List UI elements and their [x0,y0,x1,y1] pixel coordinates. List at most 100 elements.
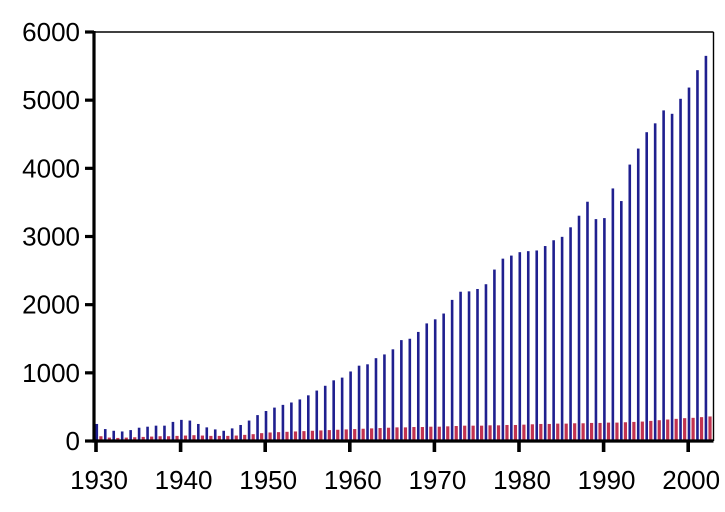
bar-crimson-series-1994 [640,421,644,441]
bar-navy-series-1971 [442,313,445,441]
bar-crimson-series-1936 [150,436,154,441]
bar-crimson-series-1997 [666,419,670,441]
bar-crimson-series-2001 [699,417,704,441]
bar-crimson-series-1990 [606,422,611,442]
bar-navy-series-2001 [696,70,699,442]
x-tick-label-2000: 2000 [662,465,720,495]
bar-navy-series-1941 [188,420,192,441]
bar-crimson-series-1967 [412,427,416,441]
bar-crimson-series-1966 [403,427,408,441]
bar-crimson-series-1981 [530,424,534,441]
bar-crimson-series-1957 [327,430,331,441]
bar-crimson-series-1962 [370,428,374,441]
bar-navy-series-1987 [577,215,581,441]
bar-navy-series-1983 [543,246,547,441]
bar-crimson-series-1964 [386,427,391,441]
y-tick-label-4000: 4000 [22,153,80,183]
bar-crimson-series-1977 [496,425,501,441]
bar-navy-series-1972 [450,299,454,441]
bar-crimson-series-1950 [268,432,272,441]
plot-area [94,32,714,441]
bar-crimson-series-1995 [649,420,653,441]
bar-navy-series-1945 [222,430,225,441]
bar-crimson-series-1954 [302,431,306,441]
bar-navy-series-1946 [230,428,234,441]
bar-crimson-series-1982 [539,423,543,441]
bar-navy-series-1998 [670,113,674,442]
bar-navy-series-1997 [662,110,665,441]
bar-navy-series-1939 [171,421,175,441]
y-tick-label-2000: 2000 [22,290,80,320]
bar-crimson-series-1996 [657,420,661,441]
bar-crimson-series-2000 [691,417,695,441]
bar-crimson-series-1974 [471,425,475,441]
x-tick-label-1970: 1970 [408,465,466,495]
bar-navy-series-1992 [620,201,623,441]
x-tick-label-1980: 1980 [493,465,551,495]
bar-crimson-series-1949 [260,433,264,441]
x-tick-label-1930: 1930 [70,465,128,495]
bar-crimson-series-1941 [192,435,196,441]
bar-navy-series-1956 [315,390,319,441]
bar-navy-series-1951 [273,407,276,441]
bar-crimson-series-1933 [124,437,128,441]
bar-navy-series-1952 [281,404,285,441]
bar-crimson-series-1939 [175,435,179,441]
bar-navy-series-1975 [476,288,479,441]
bar-crimson-series-1972 [454,426,458,441]
bar-crimson-series-1992 [623,422,628,441]
bar-crimson-series-1978 [505,424,509,441]
bar-navy-series-1930 [95,423,99,441]
bar-crimson-series-1980 [522,424,526,441]
bar-crimson-series-1952 [285,431,289,441]
bar-crimson-series-1969 [429,426,433,441]
bar-crimson-series-2002 [708,416,712,441]
bar-navy-series-1973 [459,291,462,441]
bar-crimson-series-1951 [276,432,281,441]
bar-crimson-series-1965 [395,427,399,441]
bar-navy-series-1989 [594,219,598,441]
bar-navy-series-1981 [526,251,530,441]
bar-navy-series-1943 [205,427,209,441]
bar-navy-series-1960 [349,371,352,441]
bar-navy-series-1940 [180,419,183,441]
bar-crimson-series-1944 [217,435,221,441]
bar-navy-series-1979 [510,255,513,441]
bar-navy-series-1996 [653,123,657,441]
bar-crimson-series-1999 [683,418,687,441]
bar-navy-series-1944 [213,429,217,441]
bar-navy-series-1949 [256,415,259,441]
bar-navy-series-1948 [247,420,251,441]
bar-navy-series-1935 [137,427,141,441]
bar-crimson-series-1959 [344,429,348,441]
bar-navy-series-1961 [357,365,361,441]
bar-crimson-series-1960 [353,429,357,441]
bar-crimson-series-1942 [200,435,205,441]
bar-navy-series-1982 [535,250,539,441]
bar-crimson-series-1961 [361,428,365,441]
bar-crimson-series-1968 [420,427,424,441]
bar-crimson-series-1985 [564,423,568,441]
x-tick-label-1950: 1950 [239,465,297,495]
bar-navy-series-1938 [163,425,166,441]
bar-crimson-series-1976 [488,425,492,441]
bar-crimson-series-1948 [251,434,255,441]
bar-navy-series-1932 [112,430,116,441]
bar-navy-series-1953 [290,402,293,441]
y-tick-label-3000: 3000 [22,222,80,252]
bar-crimson-series-1979 [513,424,518,441]
bar-navy-series-1984 [552,240,555,441]
bar-navy-series-1974 [467,291,471,441]
bar-crimson-series-1998 [674,418,678,441]
bar-navy-series-1963 [374,358,378,441]
bar-crimson-series-1947 [243,434,247,441]
bar-navy-series-1942 [197,423,200,441]
bar-navy-series-1937 [154,425,158,441]
bar-navy-series-1967 [408,338,412,441]
bar-crimson-series-1963 [378,428,382,441]
bar-navy-series-1964 [383,354,386,441]
bar-navy-series-1950 [264,411,268,441]
bar-navy-series-1985 [560,236,564,441]
bar-navy-series-1966 [400,340,403,441]
